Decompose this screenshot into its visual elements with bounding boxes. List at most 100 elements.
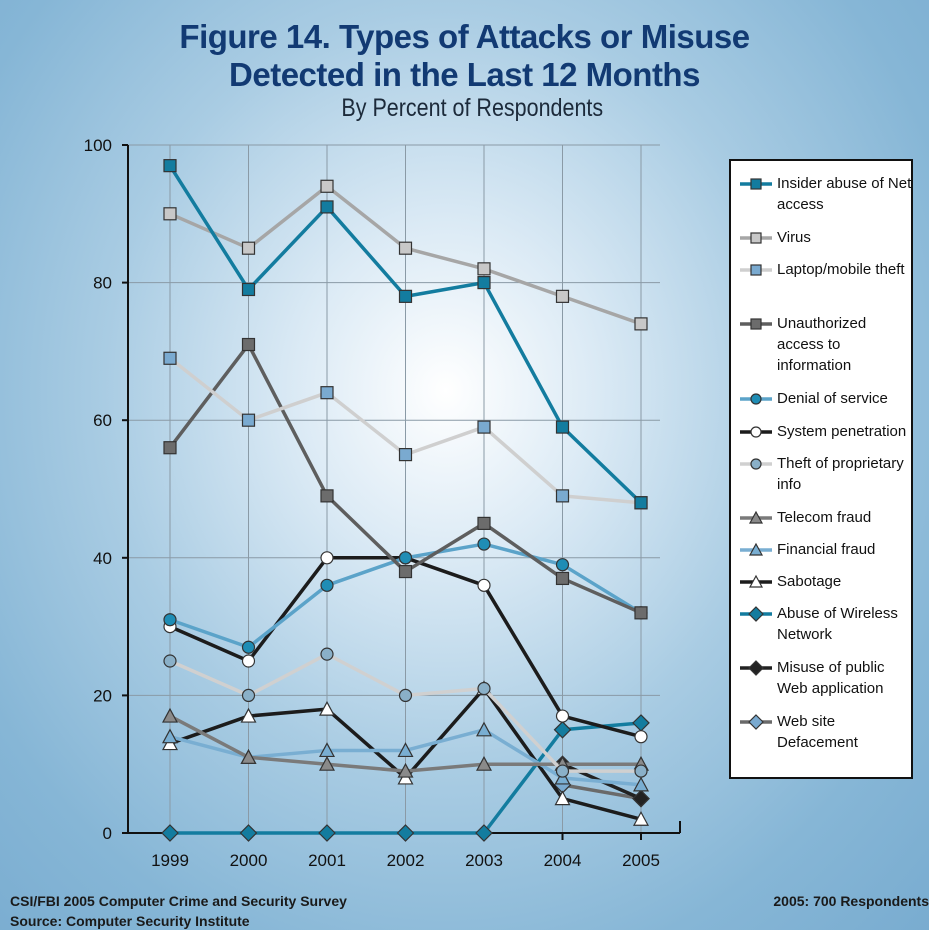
data-point [240, 707, 257, 723]
data-point [161, 707, 179, 723]
legend-swatch [740, 574, 772, 588]
legend-swatch [740, 426, 772, 438]
data-point [632, 789, 650, 808]
data-point [398, 564, 413, 579]
series-unauthorized-access-to-information [163, 337, 648, 620]
footer-source: Source: Computer Security Institute [10, 913, 250, 929]
legend-swatch-marker [748, 714, 764, 730]
data-point [555, 558, 570, 572]
legend-swatch [740, 458, 772, 470]
data-point [241, 654, 256, 668]
data-point [398, 688, 413, 703]
data-point [634, 764, 648, 778]
data-point [320, 179, 334, 193]
data-point [475, 824, 493, 842]
data-point [632, 714, 650, 732]
legend-swatch [740, 393, 772, 405]
chart-title-line1: Figure 14. Types of Attacks or Misuse [179, 18, 750, 55]
legend-label: Unauthorized access to information [777, 315, 867, 374]
y-tick-label: 20 [93, 686, 112, 705]
data-point [161, 824, 179, 842]
y-tick-label: 0 [103, 824, 112, 843]
legend-swatch [740, 542, 772, 556]
data-point [163, 207, 177, 221]
data-point [475, 721, 493, 737]
y-tick-label: 40 [93, 549, 112, 568]
legend-swatch [740, 264, 772, 276]
x-tick-label: 2003 [465, 851, 503, 870]
data-point [477, 681, 491, 696]
legend-label: Virus [777, 229, 811, 246]
legend-swatch-marker [748, 606, 764, 622]
data-point [477, 276, 491, 290]
x-tick-label: 2004 [544, 851, 582, 870]
x-tick-label: 2002 [387, 851, 425, 870]
legend-label: Theft of proprietary info [777, 455, 904, 493]
data-point [320, 578, 334, 592]
legend-label: Insider abuse of Net access [777, 175, 912, 213]
data-point [634, 730, 648, 744]
data-point [634, 606, 648, 620]
data-point [241, 688, 256, 703]
legend-swatch-marker [750, 393, 762, 405]
data-point [553, 720, 572, 739]
legend-swatch-marker [750, 426, 762, 438]
data-point [239, 824, 258, 842]
data-point [241, 640, 256, 654]
data-point [554, 790, 571, 806]
legend-swatch [740, 178, 772, 190]
chart-subtitle: By Percent of Respondents [341, 94, 604, 122]
y-tick-label: 80 [93, 274, 112, 293]
legend-swatch-marker [750, 178, 762, 190]
y-tick-label: 100 [84, 136, 112, 155]
series-theft-of-proprietary-info [163, 647, 648, 778]
legend-swatch-marker [750, 264, 762, 276]
data-point [398, 448, 413, 462]
data-point [477, 516, 491, 531]
legend-swatch [740, 232, 772, 244]
legend-swatch [740, 510, 772, 524]
legend-swatch-marker [750, 458, 762, 470]
data-point [241, 337, 256, 352]
legend-label: Laptop/mobile theft [777, 261, 905, 278]
data-point [555, 764, 570, 778]
data-point [320, 489, 334, 503]
series-denial-of-service [163, 537, 648, 654]
data-point [555, 289, 570, 303]
data-point [320, 200, 334, 214]
data-point [241, 282, 256, 297]
data-point [555, 571, 570, 586]
series-abuse-of-wireless-network [161, 714, 650, 842]
data-point [398, 289, 413, 303]
data-point [163, 351, 177, 365]
data-point [398, 241, 413, 255]
legend-label: Abuse of Wireless Network [777, 605, 898, 643]
data-point [477, 578, 491, 592]
data-point [318, 755, 336, 771]
data-point [397, 742, 414, 758]
data-point [396, 824, 415, 842]
data-point [475, 755, 493, 771]
footer-survey: CSI/FBI 2005 Computer Crime and Security… [10, 893, 347, 909]
legend-swatch-marker [748, 574, 764, 588]
legend-label: Sabotage [777, 573, 842, 590]
x-tick-label: 2005 [622, 851, 660, 870]
data-point [555, 489, 570, 503]
legend-label: Misuse of public Web application [777, 659, 885, 697]
data-point [163, 613, 177, 627]
legend-swatch [740, 318, 772, 330]
data-point [397, 762, 414, 778]
legend-swatch-marker [748, 542, 764, 556]
data-point [477, 262, 491, 276]
data-point [632, 776, 650, 792]
series-line [562, 783, 642, 801]
data-point [163, 159, 177, 173]
y-tick-label: 60 [93, 411, 112, 430]
legend-swatch-marker [750, 232, 762, 244]
data-point [320, 647, 334, 661]
data-point [241, 241, 256, 255]
data-point [634, 496, 648, 510]
data-point [161, 728, 179, 744]
legend-swatch [740, 714, 772, 730]
